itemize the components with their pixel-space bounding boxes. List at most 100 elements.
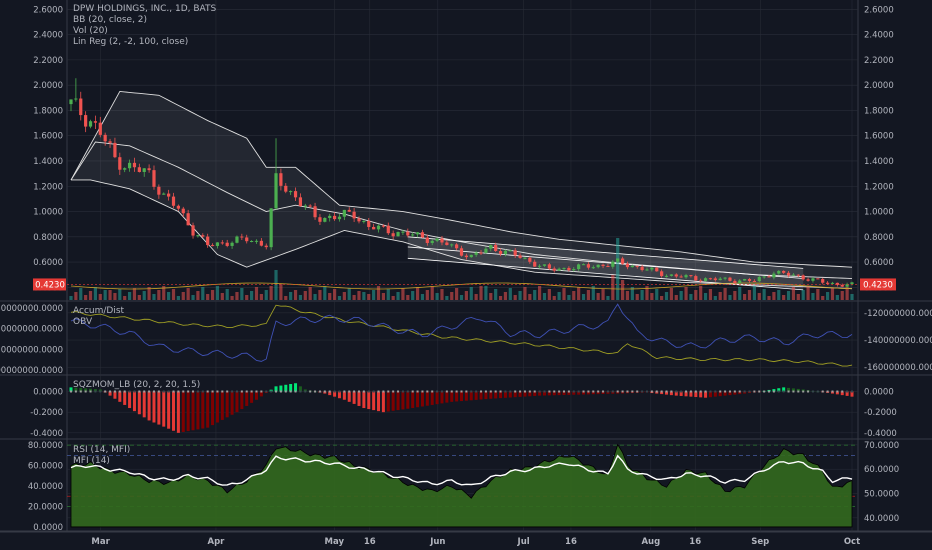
squeeze-dot — [519, 390, 522, 393]
momentum-bar — [591, 391, 595, 395]
squeeze-dot — [738, 390, 741, 393]
momentum-bar — [494, 391, 498, 399]
y-tick-label: 2.6000 — [33, 5, 63, 15]
last-price-tag-right — [860, 278, 896, 291]
momentum-bar — [401, 391, 405, 410]
volume-bar — [669, 288, 673, 300]
volume-bar — [171, 289, 176, 300]
linreg-line-2 — [407, 257, 804, 291]
momentum-bar — [772, 389, 776, 392]
candle-body — [108, 141, 112, 143]
linreg-fill — [407, 236, 804, 290]
candle-body — [167, 193, 171, 197]
squeeze-dot — [582, 390, 585, 393]
volume-bar — [791, 287, 796, 300]
momentum-bar — [611, 391, 615, 394]
candle-body — [210, 245, 215, 247]
squeeze-dot — [265, 390, 268, 393]
squeeze-dot — [748, 390, 751, 393]
squeeze-dot — [602, 390, 605, 393]
momentum-bar — [601, 391, 605, 394]
volume-bar — [830, 288, 835, 300]
volume-bar — [518, 291, 522, 300]
volume-bar — [723, 288, 727, 300]
candle-body — [738, 280, 742, 284]
squeeze-dot — [172, 390, 175, 393]
volume-bar — [840, 291, 844, 300]
squeeze-dot — [372, 390, 375, 393]
squeeze-dot — [343, 390, 346, 393]
volume-bar — [489, 293, 493, 300]
momentum-bar — [718, 391, 722, 397]
candle-body — [435, 238, 439, 241]
momentum-bar — [665, 391, 669, 395]
squeeze-dot — [807, 390, 810, 393]
squeeze-dot — [216, 390, 219, 393]
squeeze-dot — [118, 390, 121, 393]
candle-body — [650, 267, 654, 270]
candle-body — [806, 279, 810, 281]
volume-bar — [786, 291, 791, 300]
candle-body — [230, 242, 234, 246]
candle-body — [411, 234, 415, 236]
volume-bar — [293, 290, 298, 300]
volume-bar — [142, 291, 146, 300]
squeeze-dot — [440, 390, 443, 393]
candle-body — [284, 185, 288, 192]
candle-body — [459, 248, 464, 256]
y-tick-label: 60.0000 — [28, 462, 63, 472]
squeeze-dot — [387, 390, 390, 393]
momentum-bar — [586, 391, 590, 395]
candle-body — [796, 274, 800, 276]
squeeze-dot — [245, 390, 248, 393]
squeeze-dot — [138, 390, 141, 393]
momentum-bar — [108, 391, 112, 396]
squeeze-dot — [572, 390, 575, 393]
squeeze-dot — [279, 390, 282, 393]
volume-bar — [611, 275, 615, 300]
squeeze-dot — [475, 390, 478, 393]
volume-bar — [225, 289, 229, 300]
pane3-legend: SQZMOM_LB (20, 2, 20, 1.5) — [73, 380, 200, 391]
squeeze-dot — [567, 390, 570, 393]
momentum-bar — [328, 391, 332, 396]
candle-body — [684, 275, 688, 278]
volume-bar — [420, 294, 425, 300]
squeeze-dot — [304, 390, 307, 393]
squeeze-dot — [177, 390, 180, 393]
y-tick-label-right: 2.0000 — [864, 81, 894, 91]
squeeze-dot — [196, 390, 199, 393]
candle-body — [357, 218, 361, 222]
candle-body — [669, 274, 673, 276]
squeeze-dot — [494, 390, 497, 393]
volume-bar — [220, 293, 224, 300]
candle-body — [801, 275, 805, 280]
momentum-bar — [298, 386, 302, 392]
momentum-bar — [196, 391, 200, 430]
momentum-bar — [708, 391, 712, 398]
momentum-bar — [694, 391, 698, 398]
volume-bar — [713, 296, 717, 300]
momentum-bar — [176, 391, 180, 433]
squeeze-dot — [167, 390, 170, 393]
volume-bar — [69, 296, 73, 300]
candle-body — [445, 242, 449, 245]
squeeze-dot — [104, 390, 107, 393]
candle-body — [538, 265, 542, 267]
candle-body — [396, 232, 400, 237]
last-price-tag-left — [33, 278, 66, 291]
volume-bar — [684, 287, 688, 300]
pane2-legend: Accum/Dist OBV — [73, 306, 124, 328]
squeeze-dot — [240, 390, 243, 393]
candle-body — [655, 267, 659, 272]
squeeze-dot — [182, 390, 185, 393]
candle-body — [215, 242, 220, 246]
candle-body — [699, 280, 703, 282]
squeeze-dot — [802, 390, 805, 393]
volume-bar — [660, 296, 664, 300]
momentum-bar — [123, 391, 127, 405]
vol-label: Vol (20) — [73, 26, 108, 36]
squeeze-dot — [597, 390, 600, 393]
squeeze-dot — [211, 390, 214, 393]
